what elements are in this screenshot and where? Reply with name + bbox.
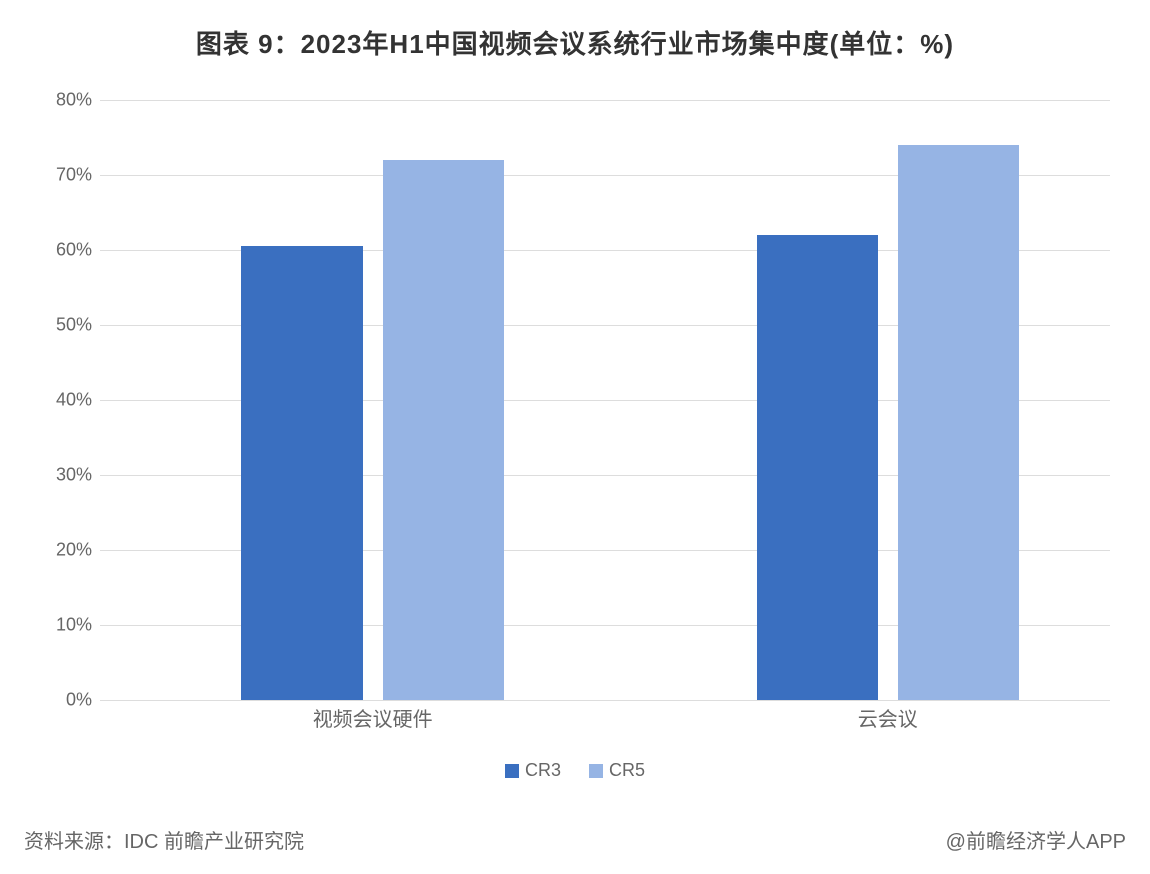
bar-CR5-1 [898,145,1019,700]
bar-CR3-0 [241,246,362,700]
y-axis-label: 70% [40,165,92,186]
y-axis-label: 10% [40,615,92,636]
legend-swatch [505,764,519,778]
bar-CR3-1 [757,235,878,700]
legend-label: CR5 [609,760,645,781]
plot-region [100,100,1110,700]
legend: CR3 CR5 [0,760,1150,783]
y-axis-label: 20% [40,540,92,561]
attribution-text: @前瞻经济学人APP [946,825,1126,854]
footer: 资料来源：IDC 前瞻产业研究院 @前瞻经济学人APP [24,825,1126,854]
chart-title: 图表 9：2023年H1中国视频会议系统行业市场集中度(单位：%) [0,0,1150,61]
legend-label: CR3 [525,760,561,781]
y-axis-label: 0% [40,690,92,711]
y-axis-label: 60% [40,240,92,261]
y-axis-label: 40% [40,390,92,411]
y-axis-label: 50% [40,315,92,336]
y-axis-label: 80% [40,90,92,111]
gridline [100,100,1110,101]
legend-item-CR3: CR3 [505,760,561,781]
chart-area: 0%10%20%30%40%50%60%70%80% 视频会议硬件云会议 [40,100,1120,740]
legend-swatch [589,764,603,778]
y-axis-label: 30% [40,465,92,486]
x-axis-label: 云会议 [858,703,918,732]
bar-CR5-0 [383,160,504,700]
source-text: 资料来源：IDC 前瞻产业研究院 [24,825,304,854]
x-axis-label: 视频会议硬件 [313,703,433,732]
legend-item-CR5: CR5 [589,760,645,781]
